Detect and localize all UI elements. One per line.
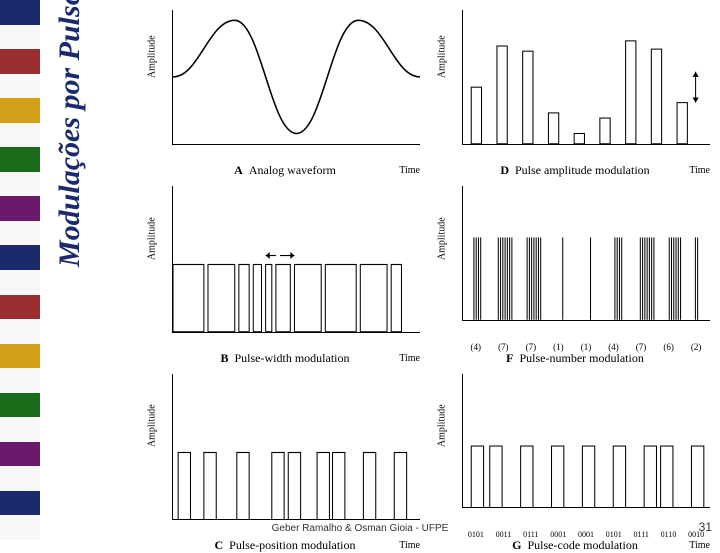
caption-a: AAnalog waveform [150,163,420,178]
caption-d: DPulse amplitude modulation [440,163,710,178]
chart-f [462,186,710,321]
panel-d: Amplitude Time DPulse amplitude modulati… [440,10,710,178]
pnm-svg [463,186,710,320]
pam-svg [463,10,710,144]
ylabel-d: Amplitude [437,35,448,78]
chart-b [172,186,420,333]
chart-g [462,374,710,509]
xlabel-d: Time [689,165,710,176]
chart-d [462,10,710,145]
chart-a [172,10,420,145]
color-sidebar [0,0,40,540]
caption-f: FPulse-number modulation [440,351,710,366]
ppm-svg [173,374,420,520]
slide-title: Modulações por Pulso [53,0,87,267]
ylabel-c: Amplitude [147,405,158,448]
chart-c [172,374,420,521]
ticklabels-f: (4)(7)(7)(1)(1)(4)(7)(6)(2) [462,342,710,352]
panel-f: Amplitude (4)(7)(7)(1)(1)(4)(7)(6)(2) FP… [440,186,710,366]
diagram-grid: Amplitude Time AAnalog waveform Amplitud… [150,10,710,520]
analog-waveform-svg [173,10,420,144]
panel-b: Amplitude Time BPulse-width modulation [150,186,420,366]
ylabel-g: Amplitude [437,405,448,448]
xlabel-c: Time [399,540,420,551]
ylabel-a: Amplitude [147,35,158,78]
slide-number: 31 [699,520,712,534]
xlabel-g: Time [689,540,710,551]
ylabel-f: Amplitude [437,217,448,260]
caption-b: BPulse-width modulation [150,351,420,366]
ylabel-b: Amplitude [147,217,158,260]
caption-c: CPulse-position modulation [150,538,420,553]
caption-g: GPulse-code modulation [440,538,710,553]
xlabel-b: Time [399,353,420,364]
xlabel-a: Time [399,165,420,176]
pwm-svg [173,186,420,332]
footer-credit: Geber Ramalho & Osman Gioia - UFPE [0,523,720,534]
pcm-svg [463,374,710,508]
panel-a: Amplitude Time AAnalog waveform [150,10,420,178]
